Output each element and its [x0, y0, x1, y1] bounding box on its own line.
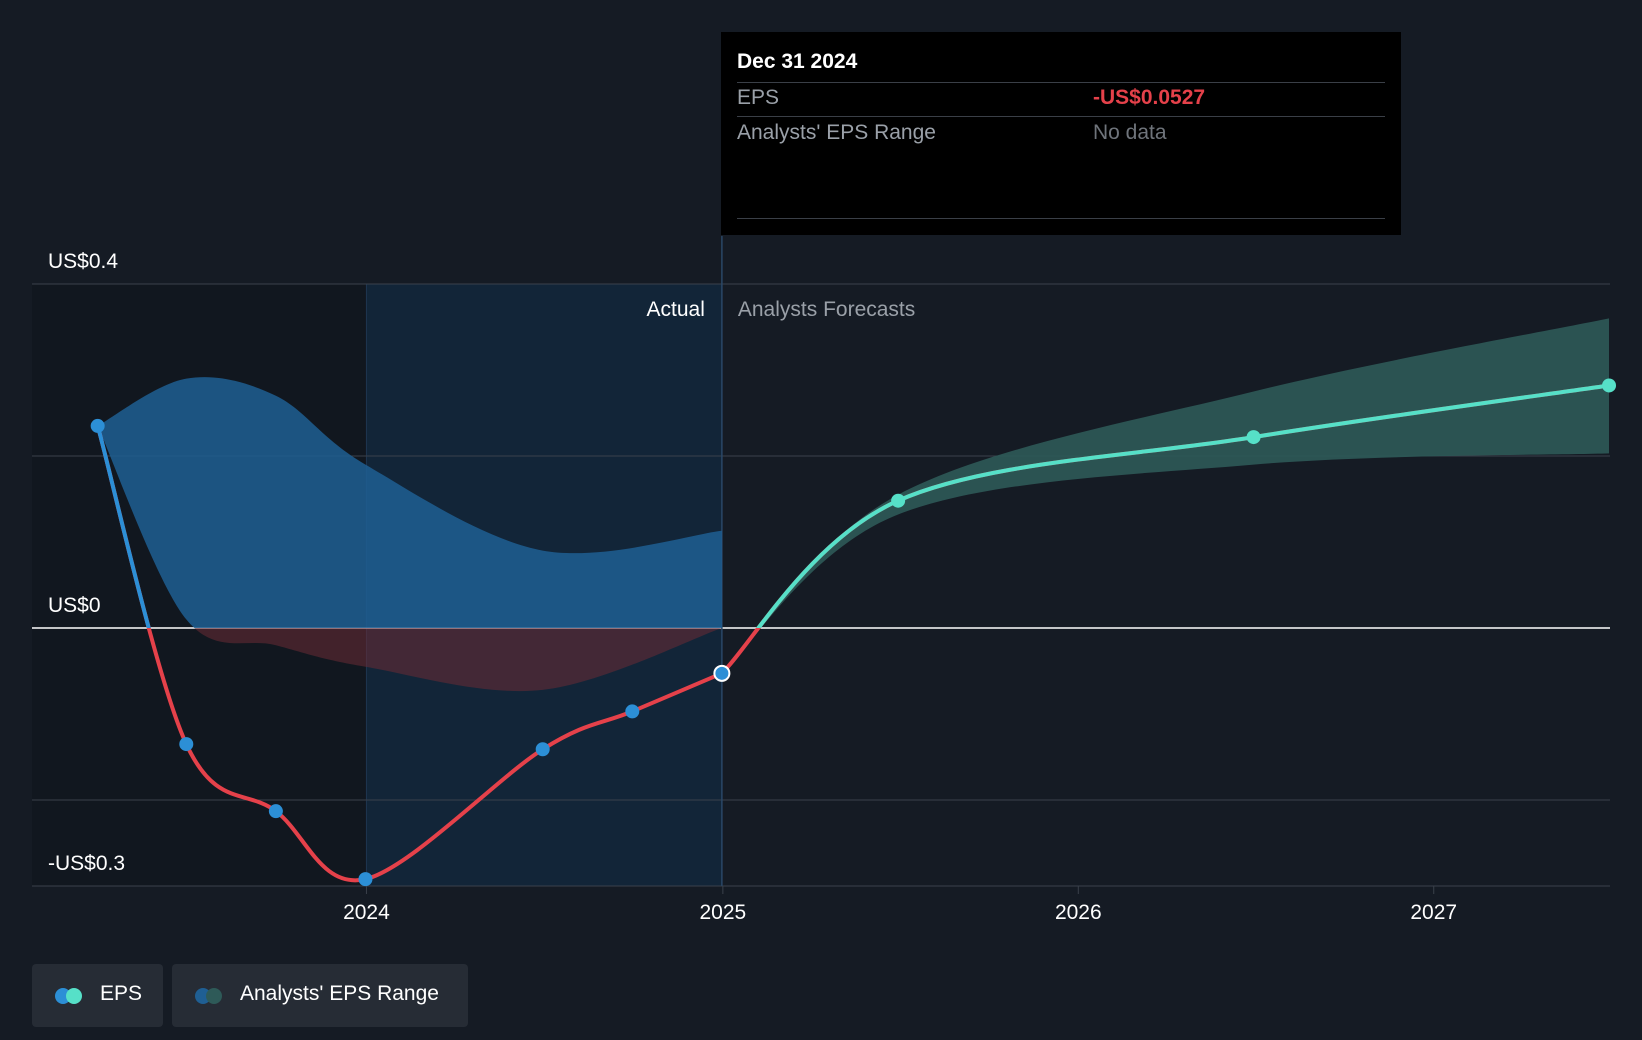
- eps-range-legend-icon: [195, 988, 227, 1004]
- eps-point: [358, 872, 373, 887]
- tooltip-range-value: No data: [1093, 121, 1167, 144]
- y-tick-label: US$0.4: [48, 250, 118, 273]
- legend-item-eps[interactable]: EPS: [32, 964, 163, 1027]
- legend-label-eps-range: Analysts' EPS Range: [240, 982, 439, 1005]
- tooltip-range-label: Analysts' EPS Range: [737, 121, 936, 144]
- eps-forecast-point: [1246, 430, 1261, 445]
- eps-point: [535, 742, 550, 757]
- y-tick-label: -US$0.3: [48, 852, 125, 875]
- tooltip-eps-label: EPS: [737, 86, 780, 109]
- eps-forecast-point: [1602, 378, 1617, 393]
- eps-point: [268, 804, 283, 819]
- eps-forecast-line: [755, 383, 1611, 628]
- eps-forecast-point: [891, 493, 906, 508]
- y-tick-label: US$0: [48, 594, 101, 617]
- eps-point-selected: [713, 664, 731, 682]
- eps-legend-icon: [55, 988, 87, 1004]
- tooltip-divider: [737, 116, 1385, 117]
- eps-point: [625, 704, 640, 719]
- tooltip-date: Dec 31 2024: [737, 50, 858, 73]
- tooltip-divider: [737, 82, 1385, 83]
- actual-eps-range-band-negative: [194, 628, 722, 692]
- legend-label-eps: EPS: [100, 982, 143, 1005]
- eps-point: [90, 418, 105, 433]
- forecast-section-label: Analysts Forecasts: [738, 298, 915, 321]
- actual-eps-range-band: [97, 377, 722, 628]
- legend-item-eps-range[interactable]: Analysts' EPS Range: [172, 964, 468, 1027]
- tooltip-eps-value: -US$0.0527: [1093, 86, 1206, 109]
- eps-point: [179, 737, 194, 752]
- tooltip-divider: [737, 218, 1385, 219]
- x-tick-label: 2025: [699, 901, 746, 924]
- x-tick-label: 2026: [1055, 901, 1102, 924]
- x-tick-label: 2027: [1410, 901, 1457, 924]
- eps-actual-line-negative: [95, 423, 724, 883]
- tooltip: Dec 31 2024 EPS -US$0.0527 Analysts' EPS…: [721, 32, 1401, 235]
- actual-section-label: Actual: [647, 298, 705, 321]
- x-tick-label: 2024: [343, 901, 390, 924]
- forecast-eps-range-band: [721, 318, 1609, 674]
